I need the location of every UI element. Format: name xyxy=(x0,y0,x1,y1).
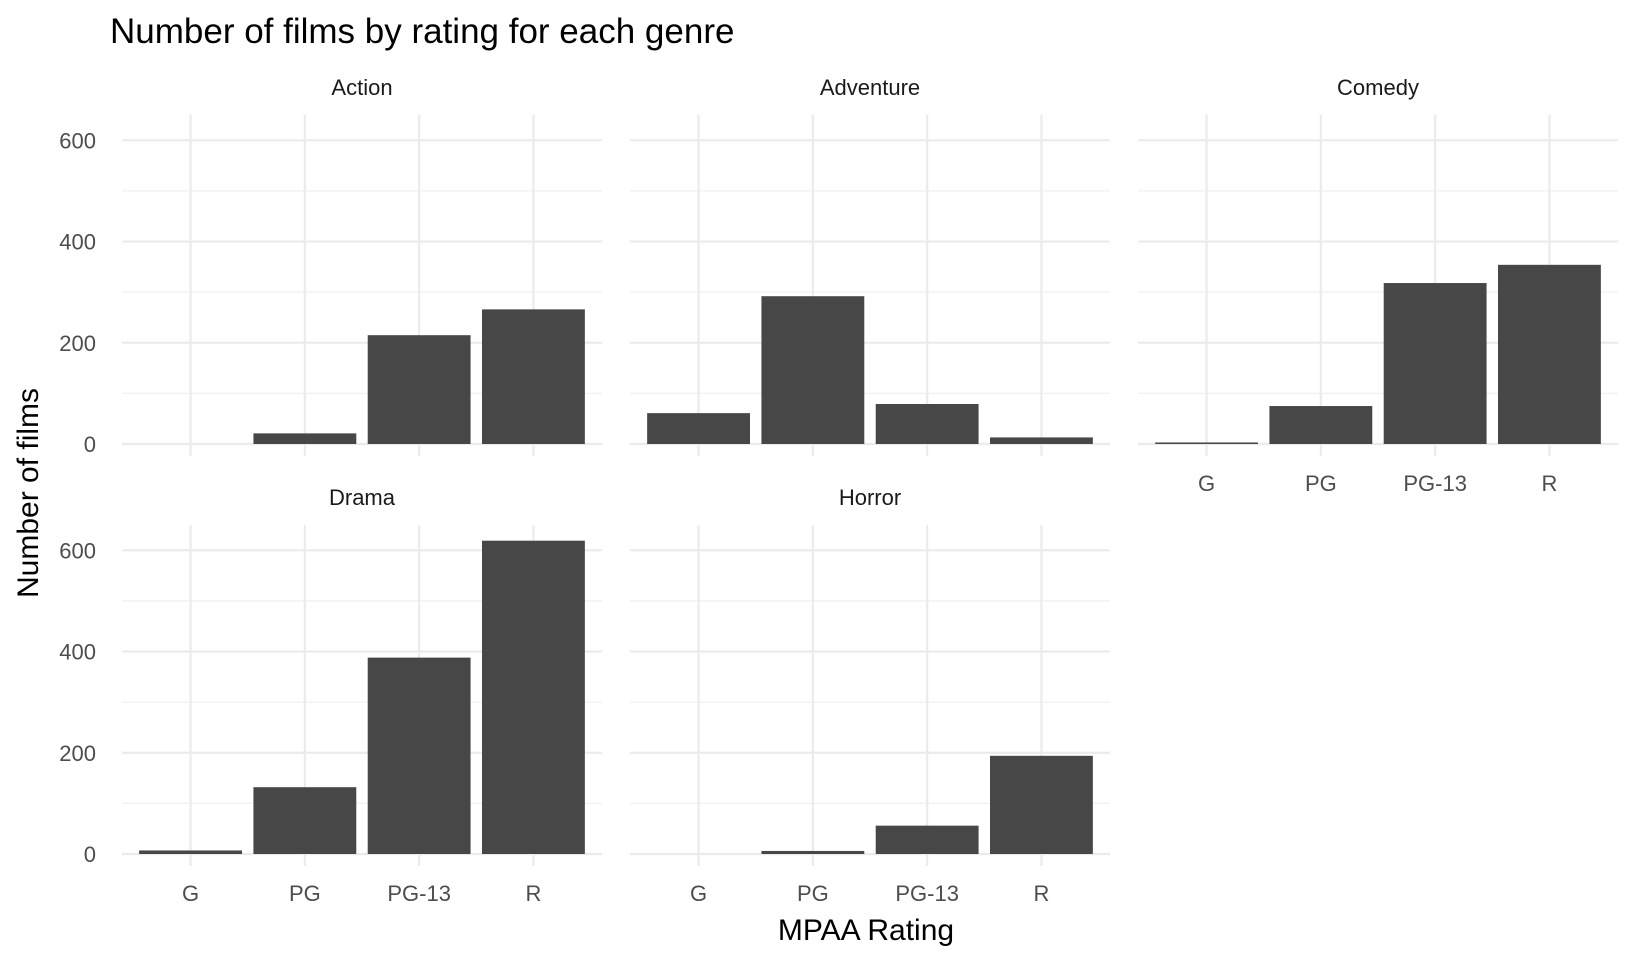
x-tick-label: R xyxy=(1033,881,1049,906)
facet-panel-action: Action 0 200 400 600 xyxy=(59,75,602,457)
bar-action-pg xyxy=(253,433,357,444)
facet-label: Horror xyxy=(839,485,901,510)
y-tick-label: 0 xyxy=(84,432,96,457)
y-tick-label: 400 xyxy=(59,230,96,255)
bar-horror-r xyxy=(990,755,1093,854)
x-tick-label: PG xyxy=(797,881,829,906)
y-tick-label: 200 xyxy=(59,331,96,356)
bar-horror-pg xyxy=(761,850,865,854)
facet-panel-drama: Drama 0 200 400 600 G PG PG-13 R xyxy=(59,485,602,906)
facet-panels: Action 0 200 400 600 Adventure Comedy G PG PG-13 R… xyxy=(59,75,1618,906)
facet-panel-horror: Horror G PG PG-13 R xyxy=(630,485,1110,906)
bar-action-r xyxy=(482,309,585,444)
x-tick-label: R xyxy=(525,881,541,906)
bar-adventure-g xyxy=(647,413,750,444)
facet-label: Action xyxy=(331,75,392,100)
x-tick-label: PG-13 xyxy=(895,881,959,906)
x-tick-label: PG-13 xyxy=(387,881,451,906)
chart-title: Number of films by rating for each genre xyxy=(110,12,734,51)
facet-label: Drama xyxy=(329,485,396,510)
facet-panel-comedy: Comedy G PG PG-13 R xyxy=(1138,75,1618,496)
bar-action-pg-13 xyxy=(367,335,471,444)
x-tick-label: G xyxy=(1198,471,1215,496)
x-tick-label: R xyxy=(1541,471,1557,496)
bar-adventure-pg xyxy=(761,296,865,444)
y-tick-label: 400 xyxy=(59,640,96,665)
x-tick-label: G xyxy=(690,881,707,906)
bar-adventure-r xyxy=(990,437,1093,444)
facet-label: Comedy xyxy=(1337,75,1419,100)
bar-comedy-g xyxy=(1155,442,1258,444)
facet-label: Adventure xyxy=(820,75,920,100)
y-axis-title: Number of films xyxy=(12,388,45,598)
y-tick-label: 600 xyxy=(59,538,96,563)
bar-comedy-pg xyxy=(1269,406,1373,444)
y-tick-label: 0 xyxy=(84,842,96,867)
bar-comedy-pg-13 xyxy=(1383,283,1487,444)
facet-panel-adventure: Adventure xyxy=(630,75,1110,456)
x-tick-label: G xyxy=(182,881,199,906)
y-tick-label: 200 xyxy=(59,741,96,766)
bar-drama-pg xyxy=(253,787,357,854)
bar-drama-g xyxy=(139,850,242,854)
bar-drama-pg-13 xyxy=(367,657,471,854)
bar-drama-r xyxy=(482,540,585,854)
y-tick-label: 600 xyxy=(59,128,96,153)
x-tick-label: PG xyxy=(1305,471,1337,496)
x-axis-title: MPAA Rating xyxy=(778,914,954,947)
x-tick-label: PG xyxy=(289,881,321,906)
bar-adventure-pg-13 xyxy=(875,404,979,444)
x-tick-label: PG-13 xyxy=(1403,471,1467,496)
bar-comedy-r xyxy=(1498,264,1601,444)
bar-horror-pg-13 xyxy=(875,825,979,854)
